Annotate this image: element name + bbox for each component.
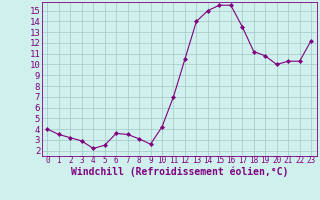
X-axis label: Windchill (Refroidissement éolien,°C): Windchill (Refroidissement éolien,°C): [70, 166, 288, 177]
